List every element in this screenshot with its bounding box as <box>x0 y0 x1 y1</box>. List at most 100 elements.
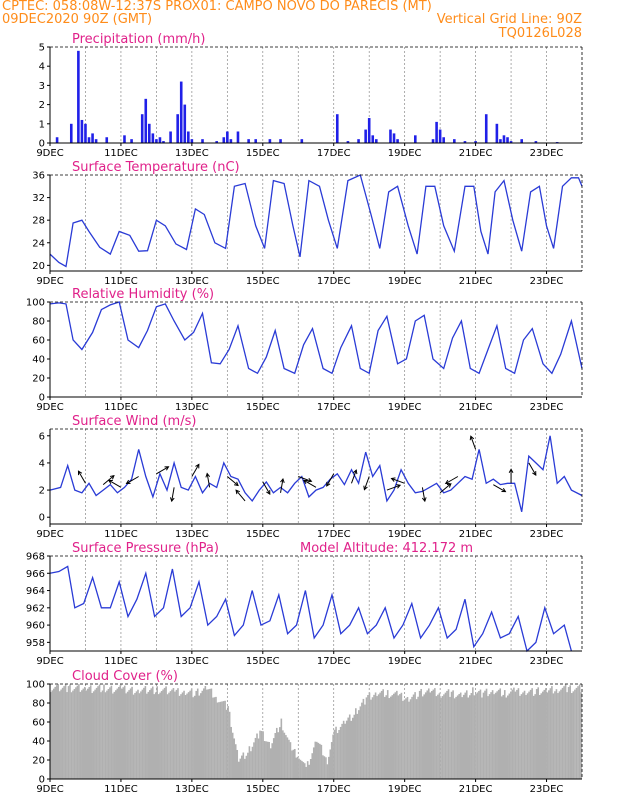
cloud-bar <box>580 692 583 779</box>
wind-arrow-icon <box>298 476 312 482</box>
wind-arrowhead-icon <box>444 479 450 485</box>
cloud-bar <box>575 687 578 779</box>
cloud-bar <box>411 696 413 779</box>
precip-bar <box>87 137 91 143</box>
cloud-bar <box>452 690 454 779</box>
cloud-bar <box>147 691 150 779</box>
pres-xtick-label: 15DEC <box>246 656 280 667</box>
rh-ytick-label: 40 <box>32 355 45 366</box>
precip-bar <box>392 133 396 143</box>
wind-arrowhead-icon <box>107 479 113 485</box>
cloud-bar <box>247 752 249 779</box>
cloud-bar <box>516 689 518 779</box>
cloud-bar <box>348 714 351 779</box>
cloud-bar <box>184 695 187 779</box>
temp-ytick-label: 36 <box>32 171 45 182</box>
cloud-bar <box>171 689 173 779</box>
cloud-bar <box>151 686 154 779</box>
cloud-bar <box>272 738 275 779</box>
cloud-bar <box>397 695 400 779</box>
cloud-bar <box>274 733 277 779</box>
wind-arrow-icon <box>156 466 169 475</box>
cloud-bar <box>500 696 503 779</box>
cloud-bar <box>60 689 62 779</box>
cloud-bar <box>309 758 312 779</box>
cloud-bar <box>280 718 283 779</box>
cloud-bar <box>371 697 374 779</box>
cloud-bar <box>406 696 409 779</box>
cloud-bar <box>391 695 394 779</box>
cloud-ytick-label: 60 <box>32 718 45 729</box>
wind-arrowhead-icon <box>77 470 83 476</box>
cloud-bar <box>322 755 324 779</box>
precip-bar <box>371 135 375 143</box>
precip-bar <box>495 123 499 143</box>
cloud-bar <box>207 689 210 779</box>
cloud-ytick-label: 40 <box>32 737 45 748</box>
cloud-bar <box>551 686 553 779</box>
cloud-bar <box>450 691 453 779</box>
cloud-bar <box>538 695 541 779</box>
cloud-bar <box>250 751 252 779</box>
cloud-bar <box>192 697 194 779</box>
cloud-bar <box>263 741 266 779</box>
precip-bar <box>279 139 282 143</box>
cloud-bar <box>268 742 270 779</box>
cloud-bar <box>122 687 125 779</box>
cloud-ytick-label: 20 <box>32 756 45 767</box>
precip-bar <box>179 81 183 143</box>
wind-arrowhead-icon <box>235 489 240 495</box>
cloud-bar <box>443 694 445 779</box>
wind-series-line <box>49 435 583 512</box>
cloud-bar <box>317 742 320 779</box>
cloud-bar <box>420 688 422 779</box>
wind-xtick-label: 23DEC <box>530 529 564 540</box>
cloud-bar <box>467 697 470 779</box>
cloud-bar <box>253 742 255 779</box>
cloud-bar <box>455 696 457 779</box>
temp-xtick-label: 23DEC <box>530 276 564 287</box>
cloud-bar <box>393 693 395 779</box>
wind-arrowhead-icon <box>469 435 475 441</box>
wind-arrowhead-icon <box>195 463 200 469</box>
precip-bar <box>69 123 73 143</box>
wind-xtick-label: 11DEC <box>104 529 138 540</box>
wind-arrow-icon <box>235 489 246 502</box>
cloud-bar <box>497 689 500 779</box>
cloud-bar <box>244 758 246 779</box>
temp-xtick-label: 17DEC <box>317 276 351 287</box>
precip-bar <box>151 133 155 143</box>
wind-arrow-icon <box>439 483 452 494</box>
cloud-bar <box>308 764 310 779</box>
cloud-bar <box>488 694 491 779</box>
temp-panel: 20 24 28 32 36 9DEC 11DEC 13DEC 15DEC 17DEC 19DEC 2… <box>32 160 583 287</box>
header-location: CPTEC: 058:08W-12:37S PROX01: CAMPO NOVO… <box>2 0 432 14</box>
wind-arrow-icon <box>126 476 139 484</box>
cloud-bar <box>123 685 126 779</box>
cloud-bar <box>534 694 536 779</box>
cloud-bar <box>181 692 184 779</box>
cloud-xtick-label: 11DEC <box>104 784 138 795</box>
wind-xtick-label: 17DEC <box>317 529 351 540</box>
cloud-bar <box>508 693 511 779</box>
cloud-bar <box>75 687 77 779</box>
cloud-bar <box>490 692 492 779</box>
cloud-xtick-label: 21DEC <box>459 784 493 795</box>
precip-xtick-label: 17DEC <box>317 148 351 159</box>
wind-arrow-icon <box>206 473 211 488</box>
rh-xtick-label: 19DEC <box>388 402 422 413</box>
precip-bar <box>144 98 148 143</box>
cloud-bar <box>213 697 216 779</box>
cloud-bar <box>507 695 509 779</box>
wind-arrowhead-icon <box>326 481 331 487</box>
precip-bar <box>364 129 367 143</box>
precip-bar <box>357 139 360 143</box>
precip-ytick-label: 3 <box>39 81 45 92</box>
cloud-bar <box>94 689 96 779</box>
precip-bar <box>442 137 445 143</box>
header-date: 09DEC2020 90Z (GMT) <box>2 12 153 27</box>
cloud-bar <box>364 704 366 779</box>
cloud-bar <box>421 696 424 779</box>
cloud-bar <box>178 695 181 779</box>
